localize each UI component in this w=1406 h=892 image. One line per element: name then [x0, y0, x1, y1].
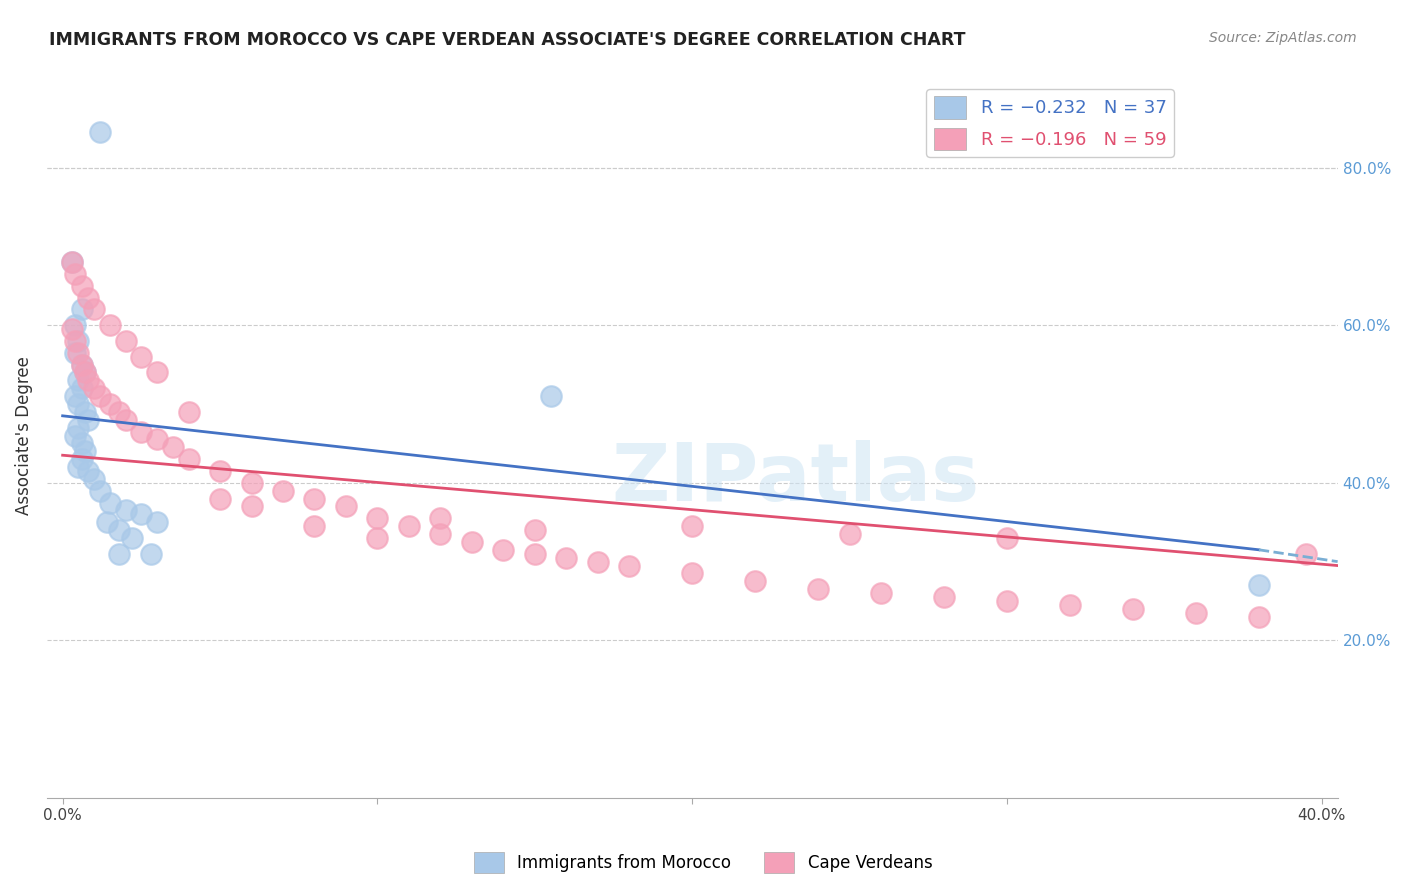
Point — [65, 267, 87, 281]
Point — [89, 483, 111, 498]
Point — [1059, 598, 1081, 612]
Point — [70, 452, 93, 467]
Point — [271, 483, 294, 498]
Point — [807, 582, 830, 597]
Y-axis label: Associate's Degree: Associate's Degree — [15, 356, 32, 515]
Point — [366, 531, 388, 545]
Point — [681, 519, 703, 533]
Point — [366, 511, 388, 525]
Point — [60, 255, 83, 269]
Point — [67, 397, 90, 411]
Point — [139, 547, 162, 561]
Point — [523, 547, 546, 561]
Point — [681, 566, 703, 581]
Point — [540, 389, 562, 403]
Point — [76, 373, 98, 387]
Point — [162, 441, 184, 455]
Point — [619, 558, 641, 573]
Point — [177, 405, 200, 419]
Point — [60, 255, 83, 269]
Point — [73, 366, 96, 380]
Point — [240, 500, 263, 514]
Point — [146, 433, 169, 447]
Point — [67, 460, 90, 475]
Point — [67, 373, 90, 387]
Point — [995, 594, 1018, 608]
Point — [586, 555, 609, 569]
Point — [67, 334, 90, 348]
Point — [870, 586, 893, 600]
Point — [240, 475, 263, 490]
Point — [121, 531, 143, 545]
Point — [70, 302, 93, 317]
Point — [461, 535, 484, 549]
Point — [1247, 609, 1270, 624]
Point — [1247, 578, 1270, 592]
Point — [65, 334, 87, 348]
Point — [114, 413, 136, 427]
Point — [131, 508, 153, 522]
Point — [108, 547, 131, 561]
Point — [304, 491, 326, 506]
Point — [995, 531, 1018, 545]
Point — [76, 464, 98, 478]
Point — [932, 590, 955, 604]
Point — [60, 322, 83, 336]
Legend: R = −0.232   N = 37, R = −0.196   N = 59: R = −0.232 N = 37, R = −0.196 N = 59 — [927, 89, 1174, 157]
Point — [108, 405, 131, 419]
Point — [89, 389, 111, 403]
Point — [73, 444, 96, 458]
Text: ZIPatlas: ZIPatlas — [612, 440, 980, 518]
Point — [429, 527, 451, 541]
Point — [114, 503, 136, 517]
Point — [83, 472, 105, 486]
Point — [304, 519, 326, 533]
Point — [131, 350, 153, 364]
Point — [744, 574, 766, 589]
Point — [177, 452, 200, 467]
Point — [70, 358, 93, 372]
Point — [335, 500, 357, 514]
Point — [73, 366, 96, 380]
Text: IMMIGRANTS FROM MOROCCO VS CAPE VERDEAN ASSOCIATE'S DEGREE CORRELATION CHART: IMMIGRANTS FROM MOROCCO VS CAPE VERDEAN … — [49, 31, 966, 49]
Point — [492, 542, 515, 557]
Point — [555, 550, 578, 565]
Point — [65, 389, 87, 403]
Point — [70, 358, 93, 372]
Legend: Immigrants from Morocco, Cape Verdeans: Immigrants from Morocco, Cape Verdeans — [467, 846, 939, 880]
Point — [70, 436, 93, 450]
Point — [208, 464, 231, 478]
Point — [73, 405, 96, 419]
Point — [65, 345, 87, 359]
Point — [65, 428, 87, 442]
Point — [208, 491, 231, 506]
Point — [83, 381, 105, 395]
Point — [146, 366, 169, 380]
Point — [76, 291, 98, 305]
Point — [131, 425, 153, 439]
Point — [76, 413, 98, 427]
Point — [98, 318, 121, 333]
Point — [67, 345, 90, 359]
Point — [523, 523, 546, 537]
Point — [98, 495, 121, 509]
Point — [838, 527, 860, 541]
Point — [83, 302, 105, 317]
Point — [67, 420, 90, 434]
Point — [1295, 547, 1317, 561]
Point — [96, 515, 118, 529]
Point — [98, 397, 121, 411]
Point — [146, 515, 169, 529]
Point — [108, 523, 131, 537]
Point — [114, 334, 136, 348]
Point — [70, 381, 93, 395]
Point — [89, 125, 111, 139]
Point — [429, 511, 451, 525]
Point — [1122, 602, 1144, 616]
Text: Source: ZipAtlas.com: Source: ZipAtlas.com — [1209, 31, 1357, 45]
Point — [70, 278, 93, 293]
Point — [65, 318, 87, 333]
Point — [1185, 606, 1208, 620]
Point — [398, 519, 420, 533]
